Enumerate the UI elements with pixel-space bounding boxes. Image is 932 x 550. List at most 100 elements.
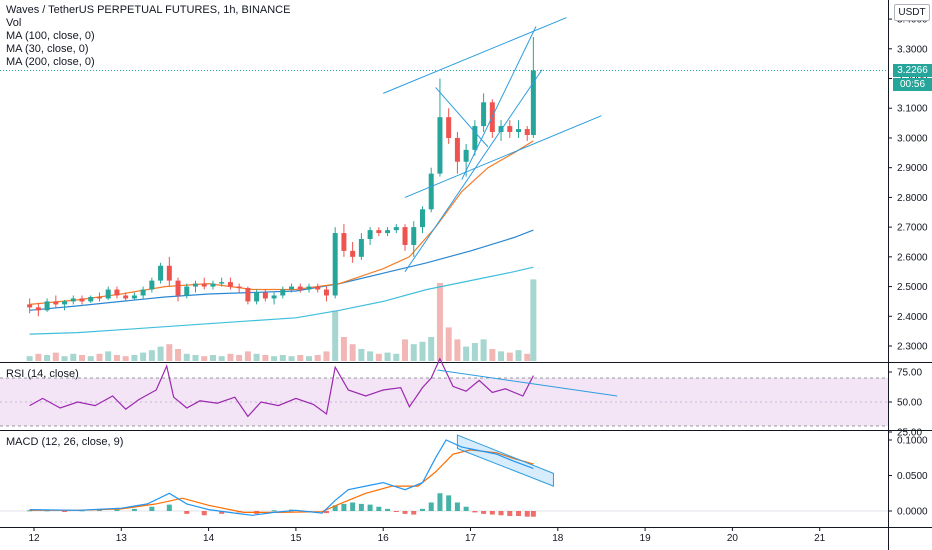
macd-histogram-bar (507, 511, 513, 516)
candle-body (175, 280, 181, 296)
price-tick-label: 2.4000 (897, 312, 928, 323)
volume-bar (140, 352, 147, 361)
volume-bar (271, 356, 278, 361)
candle-body (70, 298, 76, 302)
volume-bar (393, 353, 400, 361)
volume-bar (384, 352, 391, 361)
volume-bar (471, 343, 478, 361)
ma30-line (29, 140, 534, 305)
candle-body (393, 227, 399, 231)
price-tick-label: 2.7000 (897, 223, 928, 234)
macd-histogram-bar (341, 503, 347, 511)
macd-histogram-bar (79, 510, 85, 512)
candle-body (210, 283, 216, 287)
rsi-trendline (437, 369, 618, 397)
price-tick-label: 3.1000 (897, 104, 928, 115)
rsi-band-fill (0, 378, 888, 426)
volume-bar (236, 355, 243, 361)
trendlines[interactable] (383, 17, 618, 487)
volume-bar (402, 339, 409, 361)
time-tick-label: 19 (640, 533, 652, 544)
candle-body (376, 230, 382, 234)
candle-body (27, 304, 33, 308)
candle-body (306, 286, 312, 290)
macd-histogram-bar (393, 511, 399, 512)
upper-channel-line (383, 17, 567, 94)
candle-body (96, 296, 102, 299)
rsi-legend: RSI (14, close) (6, 368, 79, 381)
candle-body (332, 233, 338, 296)
candle-body (297, 286, 303, 290)
macd-histogram-bar (149, 506, 155, 511)
lower-channel-line (404, 115, 602, 198)
macd-histogram-bar (524, 511, 530, 517)
volume-bar (70, 353, 77, 361)
candle-body (516, 129, 522, 133)
volume-bar (227, 353, 234, 361)
volume-bar (122, 356, 129, 361)
macd-histogram-bar (358, 503, 364, 511)
volume-bar (297, 355, 304, 361)
rsi-line (29, 357, 534, 418)
macd-histogram-bar (530, 511, 536, 517)
volume-bar (288, 356, 295, 361)
candle-body (79, 298, 85, 302)
macd-channel[interactable] (456, 434, 554, 487)
volume-bar (489, 349, 496, 361)
candle-body (44, 301, 50, 311)
volume-bar (463, 346, 470, 361)
price-tick-label: 2.8000 (897, 193, 928, 204)
volume-bar (375, 353, 382, 361)
candle-body (158, 265, 164, 281)
chart-title: Waves / TetherUS PERPETUAL FUTURES, 1h, … (6, 4, 291, 16)
time-tick-label: 15 (290, 533, 302, 544)
candle-body (367, 230, 373, 240)
volume-bar (35, 353, 42, 361)
candle-body (166, 265, 172, 281)
macd-histogram-bar (428, 502, 434, 511)
time-tick-label: 14 (203, 533, 215, 544)
volume-bar (305, 356, 312, 361)
volume-bar (530, 279, 537, 361)
rsi-label: RSI (14, close) (6, 368, 79, 380)
candle-body (350, 250, 356, 257)
rsi-band (0, 377, 888, 427)
moving-averages (29, 140, 534, 335)
wedge-upper-line (435, 87, 489, 148)
volume-bar (209, 355, 216, 361)
macd-label: MACD (12, 26, close, 9) (6, 436, 124, 448)
volume-bar (26, 356, 33, 361)
candle-body (402, 227, 408, 245)
time-tick-label: 18 (552, 533, 564, 544)
candle-body (358, 239, 364, 257)
candle-body (498, 126, 504, 133)
volume-bar (166, 344, 173, 361)
currency-badge[interactable]: USDT (894, 4, 930, 21)
candle-body (428, 173, 434, 210)
candle-body (184, 286, 190, 296)
volume-bar (105, 351, 112, 361)
macd-histogram-bar (437, 493, 443, 511)
macd-histogram-bar (271, 510, 277, 512)
price-tick-label: 3.0000 (897, 133, 928, 144)
candle-body (446, 117, 452, 138)
rsi-tick-label: 25.00 (897, 428, 922, 439)
ma30-label: MA (30, close, 0) (6, 43, 89, 55)
time-tick-label: 21 (814, 533, 826, 544)
candle-body (105, 289, 111, 299)
volume-bar (428, 337, 435, 361)
macd-histogram-bar (184, 511, 190, 514)
time-tick-label: 13 (116, 533, 128, 544)
candle-body (341, 233, 347, 251)
ma200-line (29, 266, 534, 335)
volume-bar (349, 344, 356, 361)
price-tick-label: 3.3000 (897, 44, 928, 55)
volume-bar (253, 353, 260, 361)
macd-tick-label: 0.1000 (897, 436, 928, 447)
ma100-line (29, 229, 534, 311)
ma200-label: MA (200, close, 0) (6, 56, 95, 68)
volume-bar (218, 356, 225, 361)
volume-bar (44, 355, 51, 361)
macd-legend: MACD (12, 26, close, 9) (6, 436, 123, 449)
